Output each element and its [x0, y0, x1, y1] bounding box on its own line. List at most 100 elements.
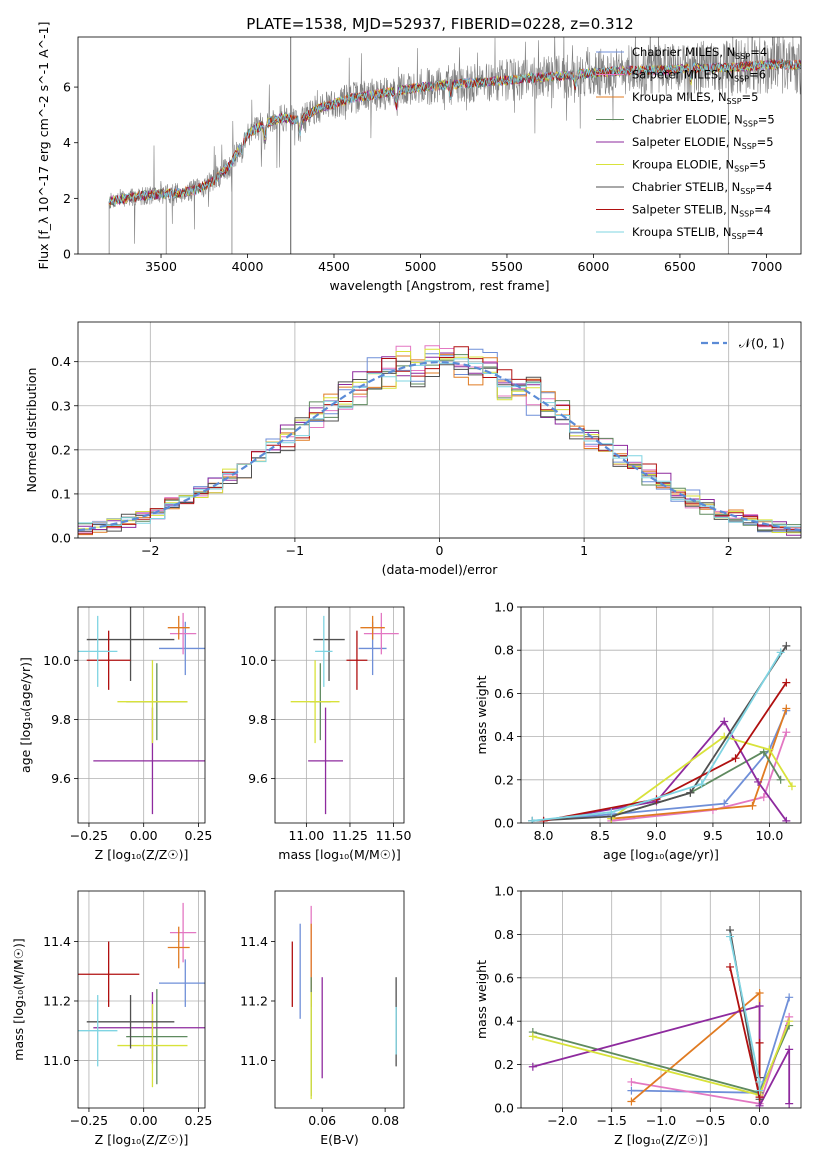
- weight-marker-chabrier-elodie: [759, 747, 768, 756]
- x-tick-label: −1: [286, 543, 304, 558]
- x-tick-label: 9.0: [647, 828, 667, 843]
- x-axis-label: E(B-V): [320, 1132, 359, 1147]
- mass-vs-ebv-panel: 0.06 0.08 11.0 11.2 11.4 E(B-V): [240, 890, 405, 1147]
- spectrum-panel: 3500 4000 4500 5000 5500 6000 6500 7000 0 2 4 6 wave…: [36, 22, 802, 293]
- legend-label: Salpeter STELIB, NSSP=4: [632, 203, 771, 219]
- y-tick-label: 2: [63, 191, 71, 206]
- legend-label: Chabrier ELODIE, NSSP=5: [632, 113, 775, 129]
- x-axis-label: Z [log₁₀(Z/Z☉)]: [95, 1132, 189, 1147]
- histogram-kroupa-elodie: [78, 348, 801, 534]
- legend-label-value: =5: [758, 113, 775, 127]
- legend-label-text: Kroupa STELIB, N: [632, 225, 732, 239]
- y-axis-label: mass weight: [474, 960, 489, 1039]
- weight-marker-salpeter-elodie: [528, 1062, 537, 1071]
- model-spectrum-kroupa-stelib: [108, 59, 801, 205]
- plot-area: [108, 37, 801, 254]
- weight-marker-kroupa-stelib: [528, 816, 537, 823]
- legend-label-subscript: SSP: [742, 142, 757, 151]
- normal-curve: [78, 360, 801, 532]
- y-tick-label: 0.2: [494, 772, 514, 787]
- legend-label-text: Salpeter ELODIE, N: [632, 135, 742, 149]
- x-tick-label: 5000: [405, 259, 437, 274]
- x-axis-label: age [log₁₀(age/yr)]: [603, 847, 719, 862]
- legend-label-subscript: SSP: [732, 232, 747, 241]
- x-axis-label: mass [log₁₀(M/M☉)]: [278, 847, 400, 862]
- legend-label: Kroupa STELIB, NSSP=4: [632, 225, 763, 241]
- weight-marker-salpeter-stelib: [731, 754, 740, 763]
- weight-marker-salpeter-stelib: [782, 678, 791, 687]
- weight-marker-salpeter-stelib: [755, 1038, 764, 1047]
- weight-marker-chabrier-elodie: [776, 775, 785, 784]
- weight-marker-salpeter-miles: [782, 728, 791, 737]
- weight-marker-kroupa-miles: [755, 988, 764, 997]
- y-tick-label: 10.0: [43, 653, 71, 668]
- weight-marker-kroupa-miles: [748, 801, 757, 810]
- weight-marker-chabrier-stelib: [686, 788, 695, 797]
- weight-line-kroupa-elodie: [610, 735, 793, 820]
- x-axis-label: wavelength [Angstrom, rest frame]: [329, 278, 549, 293]
- y-tick-label: 0.4: [494, 1014, 514, 1029]
- legend-label-text: Salpeter MILES, N: [632, 68, 734, 82]
- legend-label-value: =4: [754, 203, 771, 217]
- weight-marker-kroupa-elodie: [787, 782, 796, 791]
- weight-marker-chabrier-miles: [627, 1086, 636, 1095]
- x-tick-label: 6500: [664, 259, 696, 274]
- x-tick-label: 0.06: [308, 1113, 336, 1128]
- weight-marker-salpeter-stelib: [539, 816, 548, 823]
- plot-area: [78, 607, 205, 815]
- x-tick-label: 0: [436, 543, 444, 558]
- x-axis-label: (data-model)/error: [382, 562, 499, 577]
- weight-marker-kroupa-elodie: [528, 1032, 537, 1041]
- x-tick-label: 1: [580, 543, 588, 558]
- legend-label-value: =5: [742, 90, 759, 104]
- y-tick-label: 6: [63, 80, 71, 95]
- x-tick-label: 11.25: [332, 828, 368, 843]
- weight-marker-kroupa-stelib: [697, 780, 706, 789]
- age-vs-metallicity-panel: −0.25 0.00 0.25 9.6 9.8 10.0 Z [log₁₀(Z/Z☉)] ag…: [18, 606, 213, 862]
- plot-area: [78, 902, 205, 1088]
- x-tick-label: 0.25: [185, 828, 213, 843]
- weight-marker-kroupa-miles: [627, 1097, 636, 1106]
- y-tick-label: 10.0: [240, 653, 268, 668]
- legend-label: Kroupa ELODIE, NSSP=5: [632, 158, 766, 174]
- x-tick-label: 7000: [751, 259, 783, 274]
- weight-vs-age-panel: 8.0 8.5 9.0 9.5 10.0 0.0 0.2 0.4 0.6 0.8 1.0 age [l…: [474, 600, 802, 862]
- weight-line-chabrier-stelib: [532, 645, 788, 822]
- plot-frame: [77, 606, 206, 824]
- y-tick-label: 0.4: [51, 354, 71, 369]
- plot-frame: [274, 890, 405, 1109]
- legend-label-value: =4: [750, 45, 767, 59]
- model-spectrum-salpeter-elodie: [108, 59, 801, 206]
- x-tick-label: −0.25: [70, 828, 108, 843]
- y-tick-label: 0.8: [494, 927, 514, 942]
- weight-marker-chabrier-miles: [785, 993, 794, 1002]
- x-tick-label: −1.5: [597, 1113, 627, 1128]
- plot-area: [528, 926, 794, 1108]
- x-tick-label: 0.0: [750, 1113, 770, 1128]
- y-tick-label: 11.2: [240, 993, 268, 1008]
- plot-frame: [520, 606, 802, 824]
- weight-marker-salpeter-elodie: [754, 777, 763, 786]
- legend-label-subscript: SSP: [740, 187, 755, 196]
- legend-label: Salpeter ELODIE, NSSP=5: [632, 135, 774, 151]
- x-tick-label: −1.0: [646, 1113, 676, 1128]
- weight-marker-kroupa-elodie: [785, 1017, 794, 1026]
- weight-marker-kroupa-elodie: [765, 745, 774, 754]
- legend-label: Salpeter MILES, NSSP=6: [632, 68, 766, 84]
- legend-label-value: =4: [755, 180, 772, 194]
- y-tick-label: 0.2: [51, 442, 71, 457]
- weight-marker-kroupa-stelib: [726, 932, 735, 941]
- mass-vs-metallicity-panel: −0.25 0.00 0.25 11.0 11.2 11.4 Z [log₁₀(Z/Z☉)]…: [11, 890, 212, 1147]
- weight-line-kroupa-stelib: [532, 651, 782, 822]
- legend-label-value: =5: [757, 135, 774, 149]
- x-tick-label: 8.0: [534, 828, 554, 843]
- y-tick-label: 0.4: [494, 729, 514, 744]
- x-tick-label: 2: [725, 543, 733, 558]
- plot-frame: [77, 321, 802, 539]
- legend-label-text: Chabrier STELIB, N: [632, 180, 740, 194]
- legend-label-value: =4: [747, 225, 764, 239]
- weight-vs-metallicity-panel: −2.0 −1.5 −1.0 −0.5 0.0 0.0 0.2 0.4 0.6 0.8 1.0 Z […: [474, 884, 802, 1147]
- y-tick-label: 11.2: [43, 993, 71, 1008]
- x-tick-label: −2.0: [547, 1113, 577, 1128]
- y-tick-label: 0: [63, 247, 71, 262]
